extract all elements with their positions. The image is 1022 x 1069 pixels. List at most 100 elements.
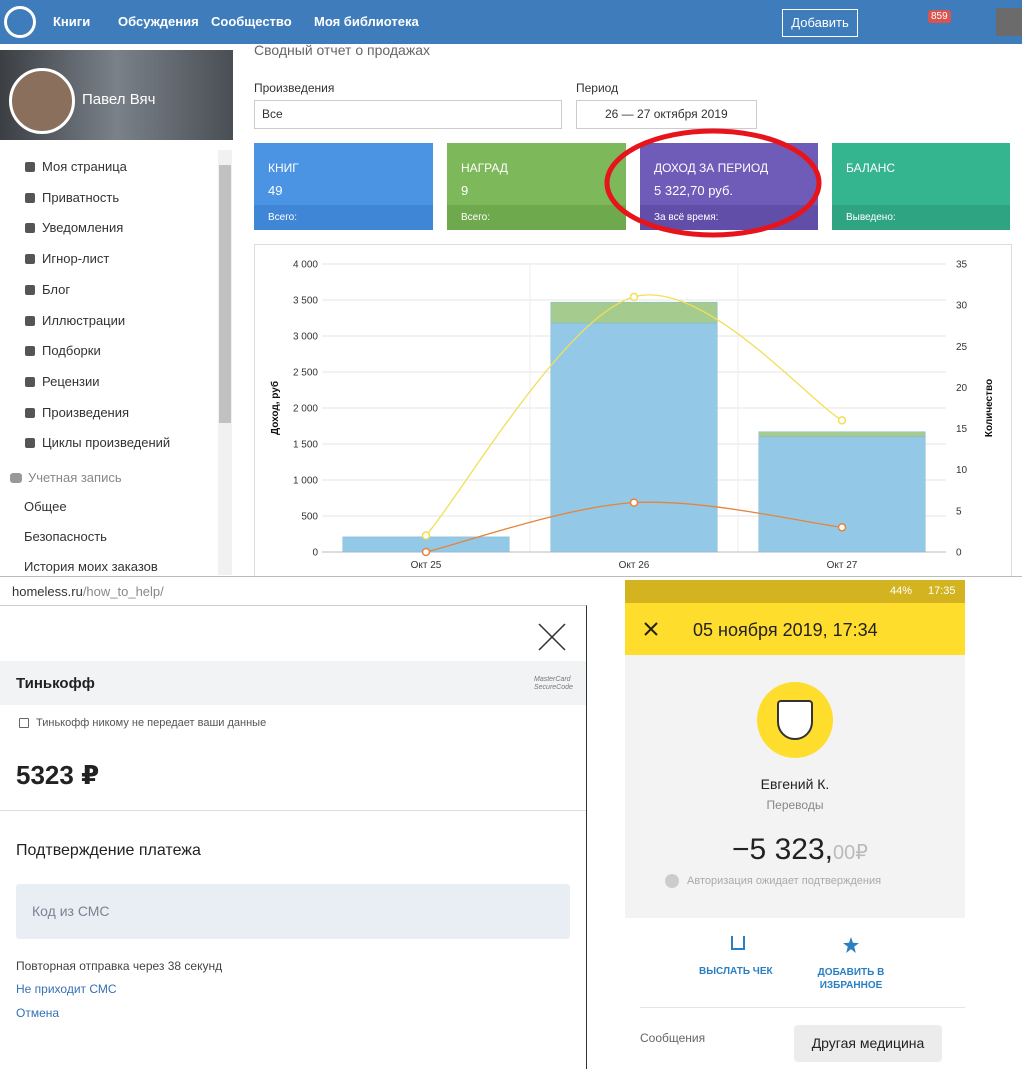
menu-icon <box>25 376 35 387</box>
status-note: Авторизация ожидает подтверждения <box>687 875 882 887</box>
nav-link[interactable]: Обсуждения <box>118 14 199 29</box>
section-icon <box>10 473 22 483</box>
y-tick-label: 1 000 <box>293 476 318 487</box>
line-point <box>837 416 847 425</box>
recipient-name: Евгений К. <box>760 776 830 792</box>
menu-item[interactable]: Игнор-лист <box>42 251 110 267</box>
card-title: БАЛАНС <box>846 161 896 175</box>
avatar[interactable] <box>996 8 1022 36</box>
notification-badge[interactable]: 859 <box>928 10 951 23</box>
menu-item[interactable]: Безопасность <box>24 529 107 544</box>
menu-item[interactable]: Циклы произведений <box>42 435 171 451</box>
clock: 17:35 <box>928 585 956 597</box>
add-favorite[interactable]: ДОБАВИТЬ В ИЗБРАННОЕ <box>808 966 894 992</box>
y-tick-label: 3 000 <box>293 332 318 343</box>
card-value: 5 322,70 руб. <box>654 183 734 198</box>
menu-icon <box>25 438 35 449</box>
nav-link[interactable]: Книги <box>53 14 91 29</box>
line-point <box>837 523 847 532</box>
menu-icon <box>25 223 35 234</box>
y2-axis-title: Количество <box>984 379 995 437</box>
line-point <box>629 498 639 507</box>
menu-item[interactable]: Общее <box>24 499 67 514</box>
y-tick-label: 3 500 <box>293 296 318 307</box>
menu-item[interactable]: Уведомления <box>42 220 124 236</box>
menu-item[interactable]: Рецензии <box>42 373 100 389</box>
menu-icon <box>25 162 35 172</box>
messages-label: Сообщения <box>640 1031 706 1045</box>
works-select[interactable]: Все <box>254 100 562 129</box>
bank-logo <box>757 682 833 758</box>
close-button[interactable] <box>536 621 568 653</box>
y-axis-title: Доход, руб <box>269 381 281 435</box>
nav-link[interactable]: Сообщество <box>211 14 292 29</box>
card-footer: Выведено: <box>832 205 1010 230</box>
y-tick-label: 1 500 <box>293 440 318 451</box>
line-point <box>629 292 639 302</box>
menu-item[interactable]: Произведения <box>42 404 130 420</box>
cancel-link[interactable]: Отмена <box>16 1006 60 1020</box>
close-button[interactable] <box>643 621 659 637</box>
label: Период <box>576 81 619 95</box>
card-title: ДОХОД ЗА ПЕРИОД <box>654 161 769 175</box>
y-tick-label: 0 <box>312 548 318 559</box>
share-icon[interactable] <box>731 936 745 950</box>
x-tick-label: Окт 26 <box>619 560 650 571</box>
menu-item[interactable]: Блог <box>42 281 71 297</box>
url-host[interactable]: homeless.ru/how_to_help/ <box>12 584 164 599</box>
y2-tick-label: 35 <box>956 260 968 271</box>
user-name[interactable]: Павел Вяч <box>82 91 156 108</box>
send-receipt[interactable]: ВЫСЛАТЬ ЧЕК <box>699 966 773 977</box>
message-bubble: Другая медицина <box>794 1025 942 1062</box>
card-title: КНИГ <box>268 161 299 175</box>
secure-line: MasterCard <box>534 676 571 683</box>
transaction-date: 05 ноября 2019, 17:34 <box>693 620 878 640</box>
menu-icon <box>25 192 35 203</box>
y2-tick-label: 15 <box>956 424 968 435</box>
bar <box>758 436 926 553</box>
stat-card: БАЛАНС Выведено: <box>832 143 1010 230</box>
sms-input[interactable]: Код из СМС <box>16 884 570 939</box>
menu-item[interactable]: Подборки <box>42 343 101 359</box>
bar <box>550 301 718 324</box>
app-bar <box>625 603 965 655</box>
menu-item[interactable]: История моих заказов <box>24 559 158 574</box>
card-footer: Всего: <box>254 205 433 230</box>
logo[interactable] <box>4 6 36 38</box>
menu-item[interactable]: Иллюстрации <box>42 312 126 328</box>
amount-main: −5 323, <box>732 833 833 866</box>
resend-note: Повторная отправка через 38 секунд <box>16 959 223 973</box>
y-tick-label: 2 500 <box>293 368 318 379</box>
profile-avatar[interactable] <box>9 68 75 134</box>
nav-link[interactable]: Моя библиотека <box>314 14 419 29</box>
add-button[interactable]: Добавить <box>782 9 858 37</box>
menu-item[interactable]: Приватность <box>42 189 120 205</box>
bar <box>758 431 926 438</box>
payment-amount[interactable]: 5323 ₽ <box>16 760 100 790</box>
no-sms-link[interactable]: Не приходит СМС <box>16 982 117 996</box>
menu-icon <box>25 346 35 357</box>
y2-tick-label: 5 <box>956 506 962 517</box>
card-value: 9 <box>461 183 469 198</box>
period-select[interactable]: 26 — 27 октября 2019 <box>576 100 757 129</box>
menu-item[interactable]: Моя страница <box>42 159 127 174</box>
menu-icon <box>25 315 35 326</box>
card-footer: Всего: <box>447 205 626 230</box>
x-tick-label: Окт 27 <box>827 560 858 571</box>
action-line: ДОБАВИТЬ В <box>817 967 885 978</box>
bar <box>550 322 718 553</box>
y2-tick-label: 20 <box>956 383 968 394</box>
favorite-icon[interactable] <box>843 937 859 953</box>
status-bar <box>625 580 965 603</box>
amount: −5 323,00₽ <box>625 833 975 867</box>
scroll-thumb[interactable] <box>219 165 231 423</box>
category: Переводы <box>766 798 824 812</box>
x-tick-label: Окт 25 <box>411 560 442 571</box>
section-title: Учетная запись <box>28 470 122 485</box>
bank-name: Тинькофф <box>16 675 95 692</box>
y-tick-label: 4 000 <box>293 260 318 271</box>
card-value: 49 <box>268 183 283 198</box>
label: Произведения <box>254 81 335 95</box>
